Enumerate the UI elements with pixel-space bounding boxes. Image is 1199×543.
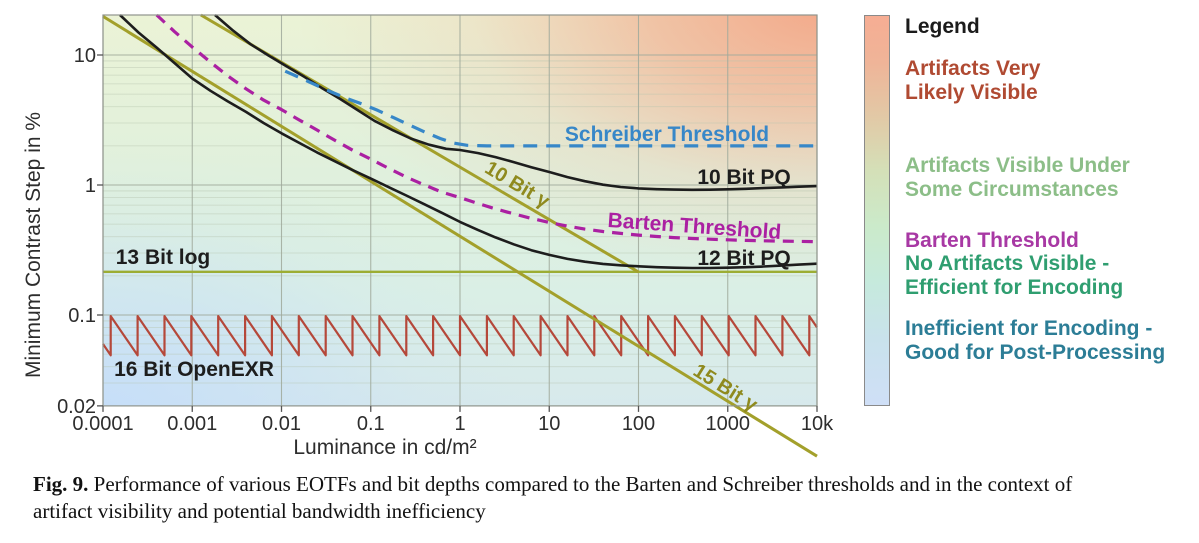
axes: 0.0001 0.001 0.01 0.1 1 10 100 1000 10k 10 1 0.1 0.0… — [22, 14, 834, 459]
caption-line-2: artifact visibility and potential bandwi… — [33, 499, 486, 523]
series-pq12 — [119, 14, 818, 270]
x-tick-label: 0.01 — [262, 413, 301, 435]
x-tick-label: 1000 — [706, 413, 751, 435]
legend-item-0: Artifacts Very Likely Visible — [905, 57, 1041, 104]
label-pq12: 12 Bit PQ — [697, 247, 790, 270]
legend-item-3: No Artifacts Visible - Efficient for Enco… — [905, 252, 1124, 299]
y-tick-label: 0.1 — [68, 305, 96, 327]
data-series — [102, 13, 818, 458]
series-barten — [155, 13, 818, 244]
x-tick-label: 100 — [622, 413, 655, 435]
x-axis-title: Luminance in cd/m² — [293, 436, 476, 459]
y-axis-title: Minimum Contrast Step in % — [22, 112, 45, 378]
label-schreiber: Schreiber Threshold — [565, 123, 769, 146]
label-log13: 13 Bit log — [116, 246, 211, 269]
x-tick-label: 10k — [801, 413, 834, 435]
label-exr16: 16 Bit OpenEXR — [114, 358, 274, 381]
legend-panel: Legend Artifacts Very Likely Visible Artif… — [863, 0, 1199, 460]
legend-item-1: Artifacts Visible Under Some Circumstance… — [905, 154, 1130, 201]
x-tick-label: 0.1 — [357, 413, 385, 435]
series-exr16 — [102, 315, 818, 357]
legend-item-2: Barten Threshold — [905, 229, 1079, 252]
y-tick-label: 1 — [85, 175, 96, 197]
x-tick-label: 0.001 — [167, 413, 217, 435]
y-tick-label: 10 — [74, 45, 96, 67]
caption-text-1: Performance of various EOTFs and bit dep… — [93, 472, 1073, 496]
legend-title: Legend — [905, 15, 980, 38]
legend-item-4: Inefficient for Encoding - Good for Post-… — [905, 317, 1166, 364]
gridlines — [102, 15, 818, 406]
caption-figure-number: Fig. 9. — [33, 472, 89, 496]
figure-caption: Fig. 9. Performance of various EOTFs and… — [33, 471, 1193, 525]
legend-gradient-bar — [864, 15, 890, 406]
series-g15 — [102, 15, 818, 458]
caption-line-1: Fig. 9. Performance of various EOTFs and… — [33, 471, 1193, 498]
y-tick-label: 0.02 — [57, 396, 96, 418]
x-tick-label: 0.0001 — [72, 413, 133, 435]
label-pq10: 10 Bit PQ — [697, 166, 790, 189]
x-tick-label: 1 — [454, 413, 465, 435]
x-tick-label: 10 — [538, 413, 560, 435]
